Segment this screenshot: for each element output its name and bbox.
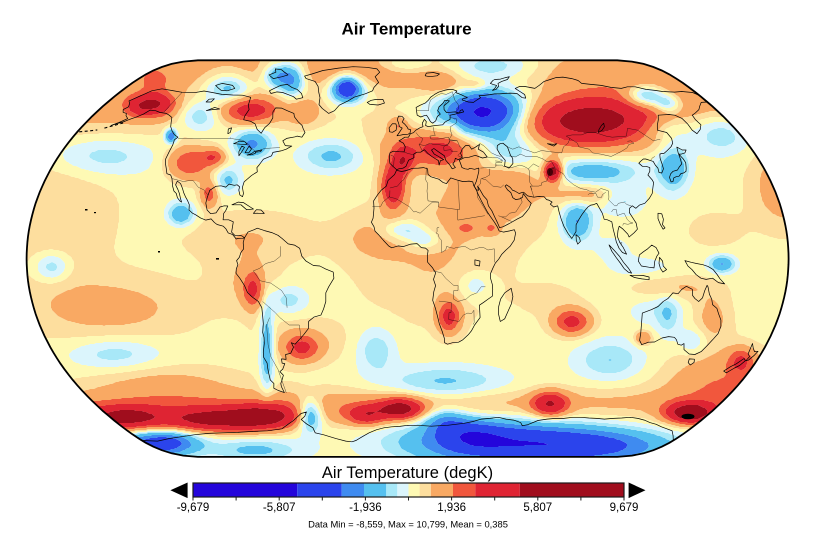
svg-text:Air Temperature (degK): Air Temperature (degK) (322, 464, 493, 482)
svg-text:Data Min = -8,559, Max = 10,79: Data Min = -8,559, Max = 10,799, Mean = … (308, 519, 508, 530)
svg-text:-1,936: -1,936 (349, 502, 382, 514)
svg-text:Air Temperature: Air Temperature (341, 20, 471, 39)
svg-text:1,936: 1,936 (437, 502, 466, 514)
svg-text:9,679: 9,679 (610, 502, 639, 514)
svg-text:-5,807: -5,807 (263, 502, 296, 514)
svg-text:-9,679: -9,679 (177, 502, 210, 514)
svg-text:5,807: 5,807 (523, 502, 552, 514)
